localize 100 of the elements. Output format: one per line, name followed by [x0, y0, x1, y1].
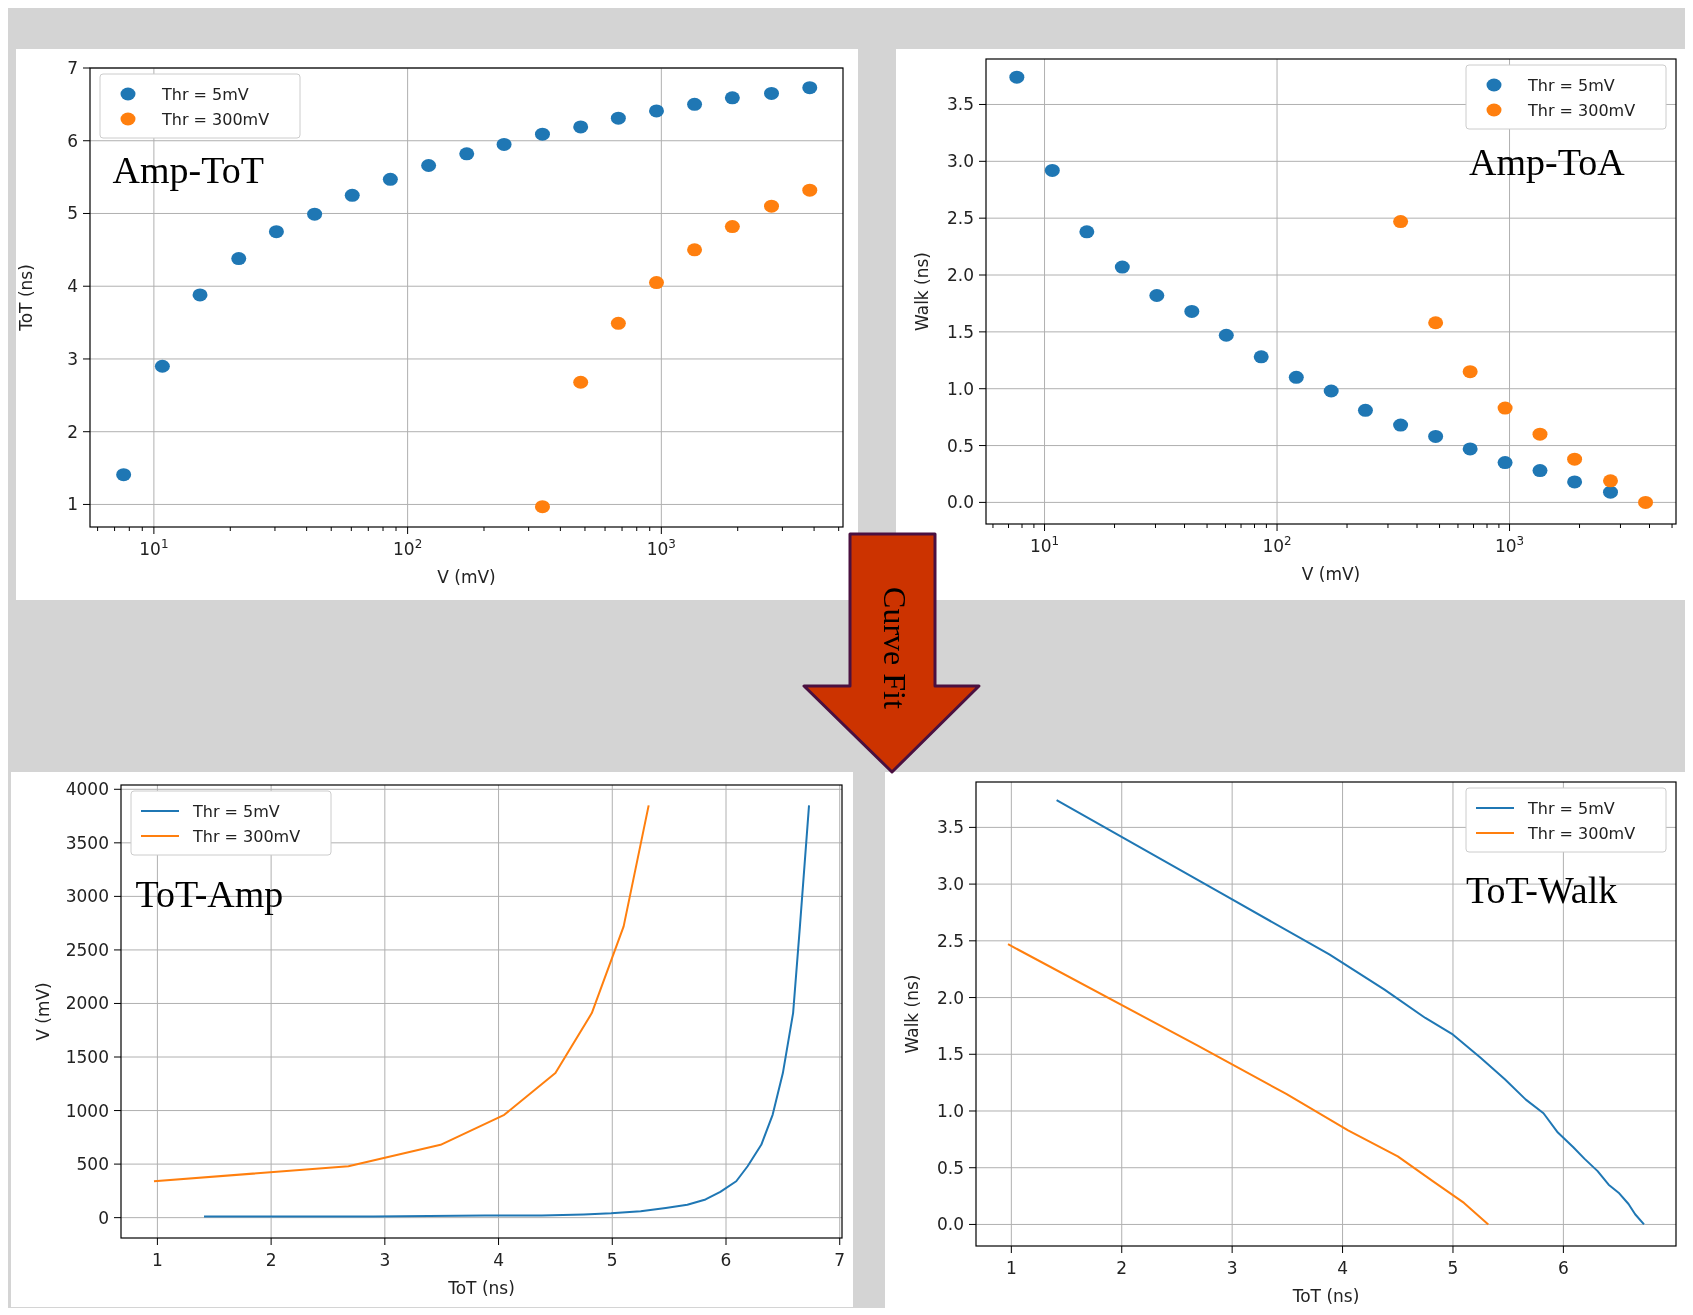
- legend-label: Thr = 300mV: [1527, 101, 1636, 120]
- y-tick-label: 0.0: [946, 492, 974, 513]
- x-tick-label: 5: [1447, 1258, 1459, 1278]
- point: [1497, 401, 1513, 415]
- point: [1357, 403, 1373, 417]
- point: [116, 468, 132, 482]
- point: [1009, 70, 1025, 84]
- x-tick-label: 1: [151, 1250, 163, 1270]
- point: [687, 97, 703, 111]
- y-axis-title: Walk (ns): [902, 974, 922, 1054]
- point: [1567, 452, 1583, 466]
- point: [421, 158, 437, 172]
- x-tick-label: 10$^{1}$: [139, 537, 169, 559]
- point: [1462, 365, 1478, 379]
- x-tick-label: 10$^{2}$: [393, 537, 423, 559]
- point: [1602, 485, 1618, 499]
- y-tick-label: 1.5: [946, 321, 974, 342]
- y-tick-label: 2.5: [936, 930, 964, 951]
- point: [1288, 370, 1304, 384]
- point: [1218, 328, 1234, 342]
- y-tick-label: 3500: [65, 832, 109, 853]
- point: [1393, 418, 1409, 432]
- point: [534, 127, 550, 141]
- point: [1462, 442, 1478, 456]
- point: [764, 199, 780, 213]
- y-tick-label: 1500: [65, 1047, 109, 1068]
- point: [154, 359, 170, 373]
- text: ToT-Amp: [135, 873, 284, 916]
- point: [573, 375, 589, 389]
- text: ToT-Walk: [1466, 868, 1618, 911]
- y-tick-label: 5: [67, 203, 78, 224]
- point: [648, 104, 664, 118]
- point: [382, 172, 398, 186]
- x-tick-label: 4: [493, 1250, 504, 1270]
- point: [687, 243, 703, 257]
- x-tick-label: 6: [1557, 1258, 1569, 1278]
- point: [1602, 474, 1618, 488]
- x-axis-title: V (mV): [437, 567, 496, 587]
- point: [1532, 464, 1548, 478]
- y-tick-label: 0.5: [946, 435, 974, 456]
- x-tick-label: 6: [720, 1250, 732, 1270]
- point: [1323, 384, 1339, 398]
- point: [1079, 225, 1095, 239]
- y-tick-label: 0.0: [936, 1214, 964, 1235]
- line-series: [1055, 799, 1645, 1226]
- point: [610, 111, 626, 125]
- y-tick-label: 3.0: [936, 874, 964, 895]
- y-tick-label: 2.5: [946, 208, 974, 229]
- point: [1638, 495, 1654, 509]
- y-tick-label: 3.0: [946, 151, 974, 172]
- y-tick-label: 1: [67, 494, 78, 515]
- point: [192, 288, 208, 302]
- y-tick-label: 1.5: [936, 1044, 964, 1065]
- y-axis-title: Walk (ns): [912, 251, 932, 332]
- y-tick-label: 3: [67, 348, 78, 369]
- y-tick-label: 2: [67, 421, 78, 442]
- point: [1497, 456, 1513, 470]
- point: [802, 81, 818, 95]
- legend-label: Thr = 300mV: [1527, 824, 1636, 843]
- x-tick-label: 3: [1226, 1258, 1238, 1278]
- line-series: [1007, 943, 1490, 1226]
- point: [573, 120, 589, 134]
- x-tick-label: 7: [834, 1250, 846, 1270]
- x-tick-label: 10$^{3}$: [646, 537, 676, 559]
- y-tick-label: 4: [67, 276, 78, 297]
- y-tick-label: 0.5: [936, 1157, 964, 1178]
- y-axis-title: ToT (ns): [16, 264, 36, 332]
- x-axis-title: ToT (ns): [1291, 1286, 1360, 1306]
- point: [534, 500, 550, 514]
- text: Amp-ToT: [112, 148, 265, 191]
- y-tick-label: 1000: [65, 1100, 109, 1121]
- y-tick-label: 2500: [65, 939, 109, 960]
- point: [459, 147, 475, 161]
- point: [1114, 260, 1130, 274]
- point: [1393, 215, 1409, 229]
- x-tick-label: 4: [1337, 1258, 1348, 1278]
- point: [307, 207, 323, 221]
- point: [648, 276, 664, 290]
- point: [802, 183, 818, 197]
- legend-label: Thr = 300mV: [161, 110, 270, 129]
- legend-label: Thr = 300mV: [192, 827, 301, 846]
- point: [724, 91, 740, 105]
- y-axis-title: V (mV): [33, 982, 53, 1041]
- point: [1044, 163, 1060, 177]
- point: [1149, 288, 1165, 302]
- point: [496, 137, 512, 151]
- y-tick-label: 1.0: [936, 1101, 964, 1121]
- point: [1428, 316, 1444, 330]
- point: [231, 252, 247, 266]
- point: [724, 220, 740, 234]
- y-tick-label: 500: [76, 1154, 109, 1175]
- y-tick-label: 6: [67, 130, 78, 151]
- legend-label: Thr = 5mV: [1527, 799, 1615, 818]
- y-tick-label: 2.0: [946, 265, 974, 286]
- point: [1567, 475, 1583, 489]
- point: [764, 86, 780, 100]
- y-tick-label: 3.5: [936, 817, 964, 838]
- y-tick-label: 2.0: [936, 987, 964, 1008]
- x-tick-label: 10$^{2}$: [1262, 534, 1292, 556]
- x-axis-title: V (mV): [1301, 564, 1361, 584]
